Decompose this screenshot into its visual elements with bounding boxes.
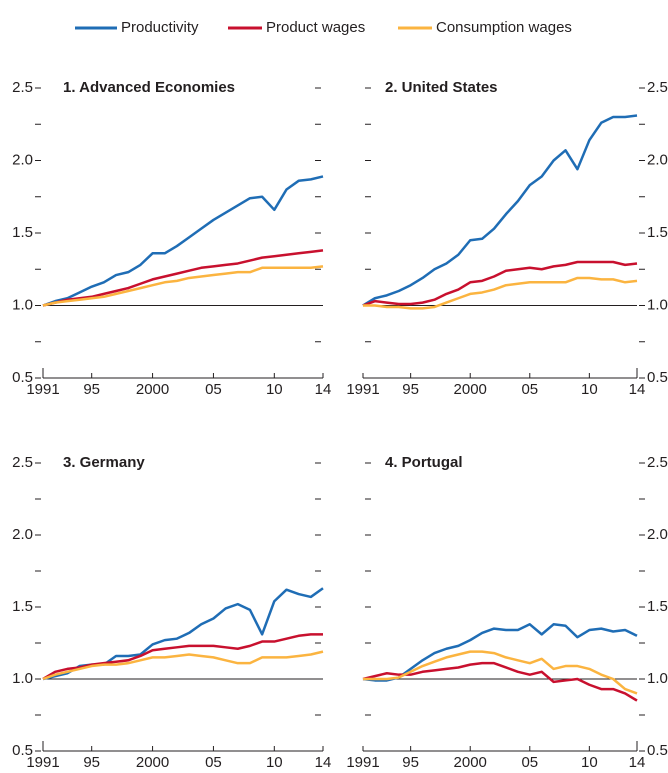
series-line [42, 265, 324, 307]
x-tick-label: 2000 [454, 754, 487, 771]
y-tick-label: 1.5 [647, 598, 668, 615]
series-line [362, 260, 638, 307]
series-line [42, 633, 323, 681]
legend-label: Consumption wages [436, 19, 572, 36]
legend-label: Product wages [266, 19, 365, 36]
series-line [362, 623, 638, 682]
x-tick-label: 1991 [26, 754, 59, 771]
y-tick-label: 2.0 [647, 526, 668, 543]
series-line [42, 175, 324, 307]
x-tick-label: 14 [315, 381, 332, 398]
x-tick-label: 95 [402, 754, 419, 771]
x-tick-label: 05 [521, 381, 538, 398]
y-tick-label: 0.5 [12, 369, 33, 386]
x-tick-label: 1991 [26, 381, 59, 398]
series-line [42, 650, 324, 681]
series-line [363, 276, 638, 310]
y-tick-label: 0.5 [647, 369, 668, 386]
y-tick-label: 2.5 [647, 79, 668, 96]
x-tick-label: 10 [581, 381, 598, 398]
y-tick-label: 1.5 [12, 224, 33, 241]
x-tick-label: 10 [581, 754, 598, 771]
series-line [42, 249, 324, 307]
y-tick-label: 1.5 [647, 224, 668, 241]
x-tick-label: 2000 [454, 381, 487, 398]
panel-title: 2. United States [385, 79, 498, 96]
panel-title: 1. Advanced Economies [63, 79, 235, 96]
series-line [362, 114, 638, 307]
legend-label: Productivity [121, 19, 199, 36]
x-tick-label: 14 [629, 754, 646, 771]
panel-title: 3. Germany [63, 454, 145, 471]
x-tick-label: 1991 [346, 381, 379, 398]
x-tick-label: 14 [315, 754, 332, 771]
x-tick-label: 14 [629, 381, 646, 398]
y-tick-label: 1.0 [647, 296, 668, 313]
y-tick-label: 2.5 [647, 454, 668, 471]
x-tick-label: 05 [521, 754, 538, 771]
y-tick-label: 2.5 [12, 454, 33, 471]
y-tick-label: 0.5 [12, 742, 33, 759]
x-tick-label: 95 [402, 381, 419, 398]
series-line [362, 661, 638, 702]
x-tick-label: 95 [83, 754, 100, 771]
x-tick-label: 05 [205, 754, 222, 771]
panel-title: 4. Portugal [385, 454, 463, 471]
y-tick-label: 1.0 [647, 670, 668, 687]
x-tick-label: 10 [266, 381, 283, 398]
y-tick-label: 0.5 [647, 742, 668, 759]
y-tick-label: 1.0 [12, 296, 33, 313]
x-tick-label: 2000 [136, 754, 169, 771]
x-tick-label: 10 [266, 754, 283, 771]
y-tick-label: 2.0 [12, 526, 33, 543]
y-tick-label: 2.5 [12, 79, 33, 96]
y-tick-label: 2.0 [12, 151, 33, 168]
y-tick-label: 1.5 [12, 598, 33, 615]
series-line [363, 650, 638, 695]
x-tick-label: 95 [83, 381, 100, 398]
y-tick-label: 2.0 [647, 151, 668, 168]
x-tick-label: 2000 [136, 381, 169, 398]
x-tick-label: 05 [205, 381, 222, 398]
x-tick-label: 1991 [346, 754, 379, 771]
y-tick-label: 1.0 [12, 670, 33, 687]
